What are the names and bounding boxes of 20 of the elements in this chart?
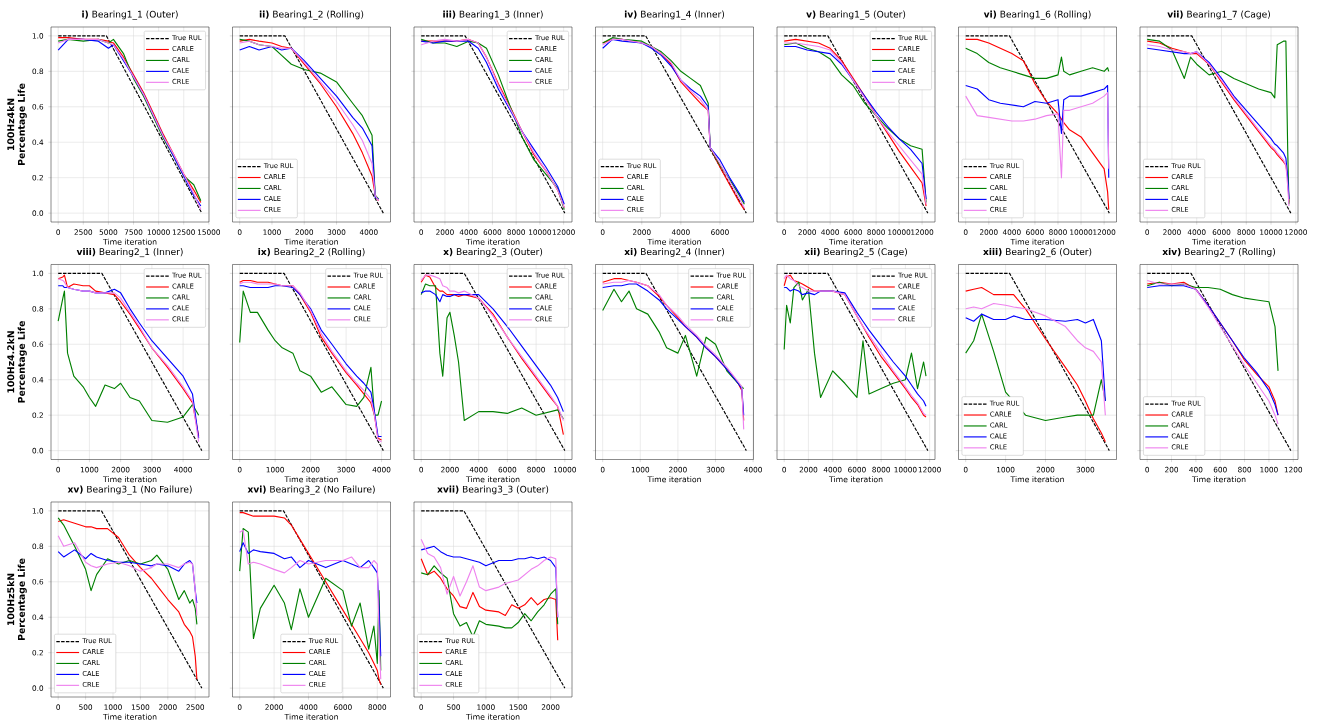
chart-title: ii) Bearing1_2 (Rolling) [259,10,364,20]
chart-title: iv) Bearing1_4 (Inner) [624,10,725,20]
y-axis-title: 100Hz4.2kN Percentage Life [7,321,27,403]
chart-title: vii) Bearing1_7 (Cage) [1167,10,1270,20]
y-axis-title: 100Hz5kN Percentage Life [7,558,27,640]
chart-title: xii) Bearing2_5 (Cage) [804,248,907,258]
chart-title: xiv) Bearing2_7 (Rolling) [1162,248,1276,258]
y-axis-title: 100Hz4kN Percentage Life [7,83,27,165]
chart-title: vi) Bearing1_6 (Rolling) [983,10,1091,20]
chart-title: xi) Bearing2_4 (Inner) [624,248,725,258]
chart-title: xvii) Bearing3_3 (Outer) [437,485,549,495]
chart-title: xiii) Bearing2_6 (Outer) [983,248,1092,258]
chart-title: ix) Bearing2_2 (Rolling) [258,248,365,258]
chart-title: iii) Bearing1_3 (Inner) [443,10,543,20]
chart-title: viii) Bearing2_1 (Inner) [76,248,183,258]
chart-title: v) Bearing1_5 (Outer) [806,10,906,20]
chart-title: i) Bearing1_1 (Outer) [82,10,178,20]
chart-title: xvi) Bearing3_2 (No Failure) [247,485,375,495]
chart-title: xv) Bearing3_1 (No Failure) [67,485,192,495]
chart-title: x) Bearing2_3 (Outer) [443,248,543,258]
